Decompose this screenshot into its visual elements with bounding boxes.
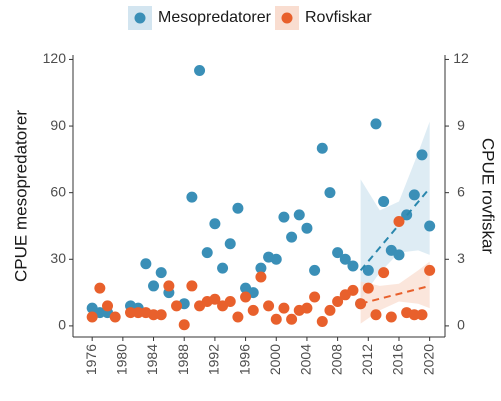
y-tick-label: 0	[58, 317, 66, 333]
y-tick-label: 60	[50, 183, 66, 199]
point	[362, 264, 374, 276]
point	[408, 189, 420, 201]
point	[332, 247, 344, 259]
point	[332, 295, 344, 307]
point	[178, 319, 190, 331]
point	[186, 280, 198, 292]
point	[385, 311, 397, 323]
point	[132, 307, 144, 319]
point	[209, 218, 221, 230]
point	[324, 304, 336, 316]
point	[224, 295, 236, 307]
point	[424, 264, 436, 276]
y2-tick-label: 12	[453, 50, 469, 66]
y-tick-label: 90	[50, 117, 66, 133]
point	[217, 262, 229, 274]
point	[393, 249, 405, 261]
point	[416, 309, 428, 321]
point	[109, 311, 121, 323]
point	[309, 264, 321, 276]
x-tick-label: 2008	[328, 344, 344, 375]
point	[424, 220, 436, 232]
point	[270, 253, 282, 265]
point	[102, 300, 114, 312]
point	[171, 300, 183, 312]
y2-tick-label: 9	[457, 117, 465, 133]
y-tick-label: 120	[43, 50, 67, 66]
point	[339, 253, 351, 265]
point	[316, 315, 328, 327]
confidence-band	[360, 121, 430, 300]
point	[378, 267, 390, 279]
point	[224, 238, 236, 250]
point	[270, 313, 282, 325]
point	[301, 222, 313, 234]
point	[324, 187, 336, 199]
y2-tick-label: 6	[457, 183, 465, 199]
point	[148, 280, 160, 292]
x-tick-label: 1992	[206, 344, 222, 375]
point	[148, 309, 160, 321]
point	[263, 300, 275, 312]
y2-tick-label: 3	[457, 250, 465, 266]
confidence-band	[360, 261, 430, 324]
point	[286, 313, 298, 325]
point	[186, 191, 198, 203]
x-tick-label: 1996	[236, 344, 252, 375]
point	[301, 302, 313, 314]
y2-axis-title: CPUE rovfiskar	[479, 138, 498, 255]
x-tick-label: 1980	[114, 344, 130, 375]
point	[347, 284, 359, 296]
point	[286, 231, 298, 243]
point	[125, 307, 137, 319]
x-tick-label: 2020	[420, 344, 436, 375]
point	[86, 311, 98, 323]
point	[255, 262, 267, 274]
point	[393, 216, 405, 228]
legend-label: Rovfiskar	[305, 9, 372, 26]
point	[194, 65, 206, 77]
point	[140, 258, 152, 270]
x-tick-label: 2000	[267, 344, 283, 375]
point	[201, 247, 213, 259]
point	[155, 309, 167, 321]
point	[370, 309, 382, 321]
point	[347, 260, 359, 272]
x-tick-label: 2004	[298, 344, 314, 375]
point	[293, 209, 305, 221]
point	[278, 302, 290, 314]
point	[378, 196, 390, 208]
point	[408, 309, 420, 321]
point	[316, 142, 328, 154]
y-axis-title: CPUE mesopredatorer	[11, 110, 30, 282]
trend-line	[359, 187, 431, 272]
point	[232, 311, 244, 323]
x-tick-label: 1984	[144, 344, 160, 375]
point	[309, 291, 321, 303]
x-tick-label: 2012	[359, 344, 375, 375]
x-tick-label: 2016	[390, 344, 406, 375]
point	[240, 291, 252, 303]
x-tick-label: 1976	[83, 344, 99, 375]
legend-marker	[281, 12, 293, 24]
y2-tick-label: 0	[457, 317, 465, 333]
point	[94, 282, 106, 294]
point	[209, 293, 221, 305]
point	[247, 304, 259, 316]
point	[163, 280, 175, 292]
y-tick-label: 30	[50, 250, 66, 266]
legend-marker	[134, 12, 146, 24]
point	[278, 211, 290, 223]
point	[370, 118, 382, 130]
point	[155, 267, 167, 279]
legend-label: Mesopredatorer	[158, 9, 272, 26]
x-tick-label: 1988	[175, 344, 191, 375]
point	[362, 282, 374, 294]
point	[232, 202, 244, 214]
point	[255, 271, 267, 283]
point	[416, 149, 428, 161]
